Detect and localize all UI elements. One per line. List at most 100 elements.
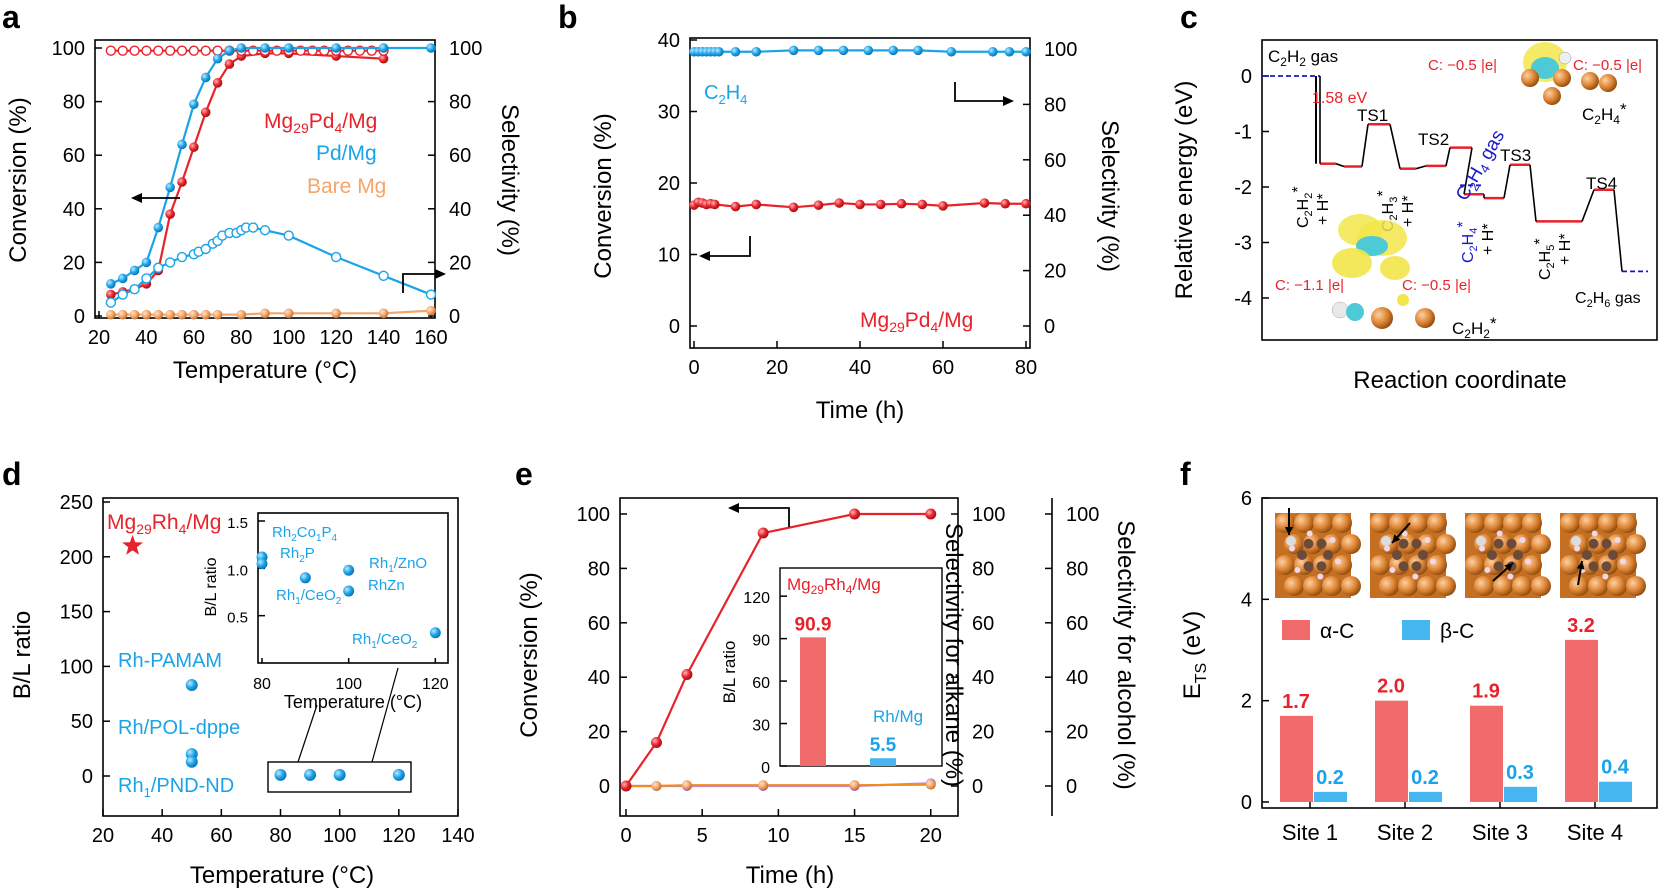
panel-label-a: a (2, 0, 20, 35)
panel-e-conversion-point (849, 508, 861, 520)
panel-b-series (689, 45, 1031, 213)
int3-label: C2H4* (1455, 221, 1480, 263)
substrate-atom (1417, 576, 1437, 596)
y-tick-label: 0 (972, 776, 983, 798)
bar-β-C-1 (1409, 791, 1442, 802)
x-tick-label: 60 (183, 327, 205, 349)
panel-e-alkane-point (681, 780, 692, 791)
x-tick-label: 120 (422, 676, 449, 693)
hydrogen-atom (1306, 530, 1313, 537)
panel-b-series-0-point (730, 46, 741, 57)
x-tick-label: 20 (920, 825, 942, 847)
panel-b-series-1-point (1021, 198, 1031, 209)
y-tick-label: 120 (743, 590, 770, 607)
panel-e-conversion-line (625, 512, 931, 787)
hydrogen-atom (1484, 566, 1491, 573)
panel-b-frame (689, 37, 1031, 349)
substrate-atom (1588, 576, 1608, 596)
carbon-atom (1418, 550, 1428, 560)
c2h2-star-label: C2H2* (1452, 314, 1497, 341)
panel-e-alkane-point (849, 780, 860, 791)
substrate-atom (1607, 576, 1627, 596)
panel-e-yticks: 0 20 40 60 80 100 (577, 504, 627, 798)
c2h4-star-label: C2H4* (1582, 100, 1627, 127)
substrate-atom (1522, 555, 1542, 575)
panel-e-series (620, 508, 937, 792)
substrate-atom (1379, 576, 1399, 596)
panel-a-series-4-point (189, 309, 199, 320)
left-axis-arrow (728, 503, 790, 527)
site-arrow-head (1504, 563, 1513, 572)
bar-value-label: 1.7 (1282, 691, 1310, 713)
panel-a-series-3-point (129, 284, 140, 295)
panel-b-series-0-point (888, 45, 898, 56)
y-tick-label: 80 (588, 558, 610, 580)
panel-a-series-0-point (177, 177, 187, 187)
panel-a-series-4-line (110, 309, 432, 316)
carbon-atom (1588, 538, 1599, 549)
connector (1361, 124, 1369, 167)
bar-value-label: 0.3 (1506, 762, 1534, 784)
carbon-atom (1601, 561, 1612, 572)
site-arrow-head (1576, 561, 1585, 570)
legend-alpha-swatch (1282, 620, 1310, 640)
hydrogen-atom (1317, 573, 1324, 580)
panel-d-inset-points (256, 551, 441, 639)
panel-a-series-4-point (177, 309, 187, 320)
panel-a-series-2-point (189, 99, 199, 110)
x-tick-label: 10 (767, 825, 789, 847)
carbon-atom (1411, 561, 1422, 572)
panel-b-series-1-point (875, 199, 886, 210)
y-tick-label: 80 (63, 92, 85, 114)
panel-e-frame (619, 497, 959, 817)
y-tick-label: -4 (1234, 288, 1252, 310)
label-mgrh: Mg29Rh4/Mg (107, 511, 221, 537)
y-tick-label: 0 (82, 766, 93, 788)
panel-e-alkane-point (758, 780, 769, 791)
x-tick-label: 120 (382, 825, 415, 847)
ts4-label: TS4 (1586, 174, 1617, 193)
panel-e-conversion-point (681, 668, 693, 680)
panel-e-xticks: 0 5 10 15 20 (620, 809, 942, 847)
carbon-atom (1411, 538, 1422, 549)
panel-a-series-2-point (426, 43, 436, 53)
panel-b-y2label: Selectivity (%) (1096, 120, 1123, 272)
panel-b-series-0-point (913, 45, 923, 56)
panel-b-series-0-point (988, 46, 998, 57)
panel-e-ylabel: Conversion (%) (516, 572, 543, 737)
substrate-atom (1474, 576, 1494, 596)
panel-a-series-4-point (378, 308, 389, 319)
panel-a-series-2-point (165, 182, 175, 193)
inset-label-rhmg: Rh/Mg (873, 707, 923, 726)
panel-label-e: e (515, 456, 533, 492)
hydrogen-atom (1384, 545, 1391, 552)
panel-b-series-1-point (917, 199, 928, 210)
y-tick-label: 0 (669, 316, 680, 338)
charge-label-3: C: −1.1 |e| (1275, 277, 1344, 294)
panel-a-legend-mgpd: Mg29Pd4/Mg (264, 110, 377, 136)
panel-f-categories: Site 1 Site 2 Site 3 Site 4 (1282, 802, 1623, 845)
panel-b-series-0-point (788, 45, 799, 56)
int4-h-label: + H* (1557, 233, 1574, 265)
heteroatom (1286, 536, 1296, 546)
y-tick-label: 60 (63, 145, 85, 167)
point-3 (185, 755, 198, 768)
x-tick-label: 100 (335, 676, 362, 693)
carbon-atom (1513, 550, 1523, 560)
panel-b-series-0-line (694, 49, 1026, 53)
panel-b-series-1-point (855, 199, 865, 210)
y-tick-label: 60 (972, 613, 994, 635)
substrate-atom (1389, 513, 1409, 533)
y-tick-label: 60 (752, 675, 770, 692)
bar-value-label: 1.9 (1472, 681, 1500, 703)
panel-b-series-1-point (979, 198, 990, 208)
panel-a-y2label: Selectivity (%) (496, 104, 523, 256)
panel-b-mgpd-label: Mg29Pd4/Mg (860, 309, 973, 335)
y-tick-label: 60 (1066, 613, 1088, 635)
left-axis-arrow (131, 193, 180, 203)
bar-α-C-0 (1280, 715, 1313, 802)
panel-c-yticks: 0 -1 -2 -3 -4 (1234, 66, 1269, 310)
panel-b-yticks: 0 10 20 30 40 (658, 30, 697, 338)
bar-value-label: 0.2 (1316, 767, 1344, 789)
